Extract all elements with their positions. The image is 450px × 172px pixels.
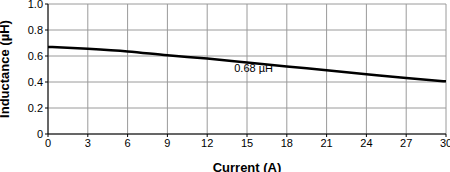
svg-text:21: 21: [320, 137, 332, 149]
svg-text:1.0: 1.0: [28, 0, 43, 10]
svg-text:0.6: 0.6: [28, 50, 43, 62]
svg-text:0.4: 0.4: [28, 76, 43, 88]
svg-text:0.68 µH: 0.68 µH: [234, 62, 273, 74]
svg-text:12: 12: [201, 137, 213, 149]
svg-text:0.8: 0.8: [28, 24, 43, 36]
svg-text:24: 24: [360, 137, 372, 149]
svg-text:Current (A): Current (A): [213, 160, 282, 172]
svg-text:15: 15: [241, 137, 253, 149]
svg-text:0.2: 0.2: [28, 102, 43, 114]
svg-text:Inductance (µH): Inductance (µH): [8, 20, 12, 118]
svg-text:27: 27: [400, 137, 412, 149]
svg-text:0: 0: [37, 128, 43, 140]
svg-text:0: 0: [45, 137, 51, 149]
svg-text:6: 6: [125, 137, 131, 149]
svg-text:9: 9: [164, 137, 170, 149]
svg-text:18: 18: [281, 137, 293, 149]
svg-text:30: 30: [440, 137, 442, 149]
svg-text:3: 3: [85, 137, 91, 149]
